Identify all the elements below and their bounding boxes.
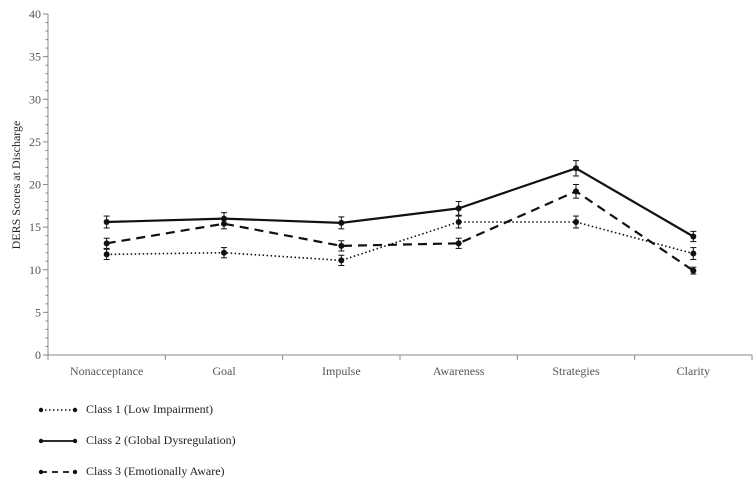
data-point	[103, 219, 110, 226]
data-point	[690, 267, 697, 274]
y-tick-label: 10	[29, 263, 41, 277]
data-point	[338, 257, 345, 264]
y-tick-label: 20	[29, 178, 41, 192]
x-tick-label: Nonacceptance	[70, 364, 143, 378]
y-tick-label: 5	[35, 305, 41, 319]
data-point	[455, 240, 462, 247]
y-tick-label: 30	[29, 92, 41, 106]
data-point	[690, 250, 697, 257]
data-point	[573, 188, 579, 195]
x-tick-label: Clarity	[677, 364, 710, 378]
y-tick-label: 15	[29, 220, 41, 234]
data-point	[338, 242, 345, 249]
data-point	[690, 233, 697, 240]
legend-label-class-1: Class 1 (Low Impairment)	[86, 402, 213, 416]
series-2	[103, 160, 697, 243]
y-tick-label: 40	[29, 7, 41, 21]
legend: Class 1 (Low Impairment) Class 2 (Global…	[38, 402, 236, 495]
series-line	[106, 221, 694, 262]
data-point	[573, 165, 579, 172]
y-tick-label: 25	[29, 135, 41, 149]
data-point	[103, 240, 110, 247]
legend-item-class-3: Class 3 (Emotionally Aware)	[38, 464, 236, 479]
chart-canvas: DERS Scores at Discharge 0 5 10 15 20 25 30 35 4…	[9, 7, 753, 378]
data-point	[455, 205, 462, 212]
legend-swatch-solid	[38, 438, 78, 443]
legend-item-class-2: Class 2 (Global Dysregulation)	[38, 433, 236, 448]
series-1	[103, 215, 697, 266]
x-tick-label: Awareness	[433, 364, 485, 378]
series-line	[106, 190, 694, 272]
legend-label-class-2: Class 2 (Global Dysregulation)	[86, 433, 236, 447]
x-tick-label: Goal	[212, 364, 236, 378]
x-ticks: Nonacceptance Goal Impulse Awareness Strateg…	[47, 355, 753, 378]
y-tick-label: 35	[29, 50, 41, 64]
data-point	[221, 220, 227, 227]
data-point	[338, 219, 345, 226]
y-tick-label: 0	[35, 348, 41, 362]
series-line	[106, 167, 694, 238]
x-tick-label: Impulse	[322, 364, 361, 378]
legend-label-class-3: Class 3 (Emotionally Aware)	[86, 464, 225, 478]
y-ticks: 0 5 10 15 20 25 30 35 40	[29, 7, 48, 362]
x-tick-label: Strategies	[552, 364, 600, 378]
data-point	[103, 251, 110, 258]
data-point	[455, 219, 462, 226]
legend-swatch-dotted	[38, 407, 78, 412]
legend-swatch-dashed	[38, 469, 78, 474]
series-3	[103, 184, 697, 275]
data-point	[573, 219, 579, 226]
data-point	[221, 249, 227, 256]
y-axis-title: DERS Scores at Discharge	[9, 121, 23, 250]
series-layer	[103, 160, 697, 275]
legend-item-class-1: Class 1 (Low Impairment)	[38, 402, 236, 417]
